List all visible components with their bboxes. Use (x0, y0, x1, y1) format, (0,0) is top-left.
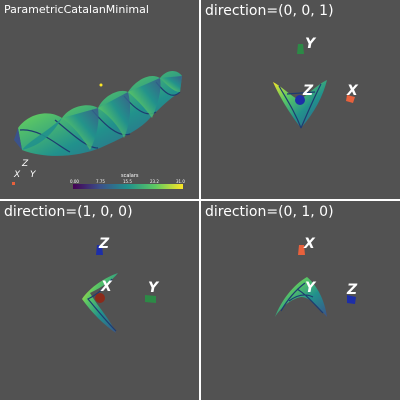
viewport-title: direction=(0, 1, 0) (205, 204, 334, 220)
catalan-surface-side-x (82, 245, 156, 333)
viewport-title: direction=(0, 0, 1) (205, 3, 334, 19)
orientation-axis-x-label: X (14, 170, 21, 180)
scalar-bar-tick: 15.5 (123, 179, 132, 184)
catalan-surface-side-y (275, 245, 356, 317)
viewport-side-y[interactable]: direction=(0, 1, 0) X Y Z (201, 201, 400, 400)
axis-y-label: Y (148, 280, 159, 296)
axis-z-label: Z (303, 83, 314, 99)
axis-z-label: Z (99, 236, 110, 252)
scalar-bar (73, 184, 183, 189)
orientation-axis-z-label: Z (22, 159, 29, 169)
viewport-main[interactable]: ParametricCatalanMinimal Z X Y scalars 0… (0, 0, 199, 199)
scalar-bar-tick: 0.00 (70, 179, 79, 184)
scalar-bar-tick: 23.2 (150, 179, 159, 184)
axis-x-label: X (101, 279, 112, 295)
axis-x-label: X (347, 83, 358, 99)
viewport-title: direction=(1, 0, 0) (4, 204, 133, 220)
axis-y-label: Y (305, 36, 316, 52)
axis-y-label: Y (305, 280, 316, 296)
orientation-axis-y-label: Y (30, 170, 36, 180)
viewport-title: ParametricCatalanMinimal (4, 3, 149, 16)
catalan-surface-main (14, 71, 182, 156)
axis-x-label: X (304, 236, 315, 252)
scalar-bar-tick: 31.0 (176, 179, 185, 184)
orientation-axis-x-arrow (12, 182, 15, 185)
scalar-bar-title: scalars (121, 173, 139, 179)
axis-z-label: Z (347, 282, 358, 298)
viewport-side-x[interactable]: direction=(1, 0, 0) Z X Y (0, 201, 199, 400)
catalan-surface-top (273, 44, 355, 129)
viewport-top[interactable]: direction=(0, 0, 1) Y Z X (201, 0, 400, 199)
scalar-bar-tick: 7.75 (96, 179, 105, 184)
